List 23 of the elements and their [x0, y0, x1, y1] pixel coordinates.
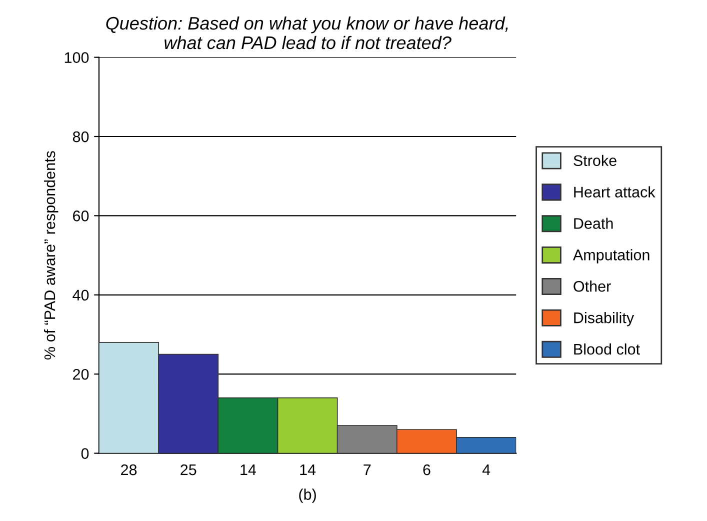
legend-label: Other — [574, 280, 611, 292]
x-axis-title: (b) — [299, 488, 316, 503]
y-tick-label: 40 — [72, 290, 89, 301]
data-label: 6 — [423, 464, 430, 476]
data-label: 4 — [482, 464, 490, 476]
legend-label: Death — [574, 218, 613, 229]
y-tick-label: 20 — [73, 368, 89, 380]
data-label: 14 — [240, 464, 256, 476]
chart-title: Question: Based on what you know or have heard, what can PAD lead to if not treated? — [106, 16, 508, 50]
data-label: 7 — [364, 464, 371, 476]
data-label: 25 — [180, 464, 196, 476]
legend-label: Amputation — [572, 249, 650, 264]
legend-label: Heart attack — [574, 186, 656, 198]
y-tick-label: 100 — [64, 52, 89, 63]
data-label: 28 — [121, 464, 137, 476]
data-label: 14 — [300, 464, 316, 476]
y-tick-label: 80 — [72, 131, 89, 142]
y-tick-label: 60 — [73, 210, 89, 222]
legend-label: Disability — [574, 312, 634, 326]
y-tick-label: 0 — [81, 448, 89, 459]
legend-label: Blood clot — [574, 343, 640, 355]
y-axis-title: % of “PAD aware” respondents — [44, 151, 58, 360]
legend-label: Stroke — [574, 154, 616, 166]
